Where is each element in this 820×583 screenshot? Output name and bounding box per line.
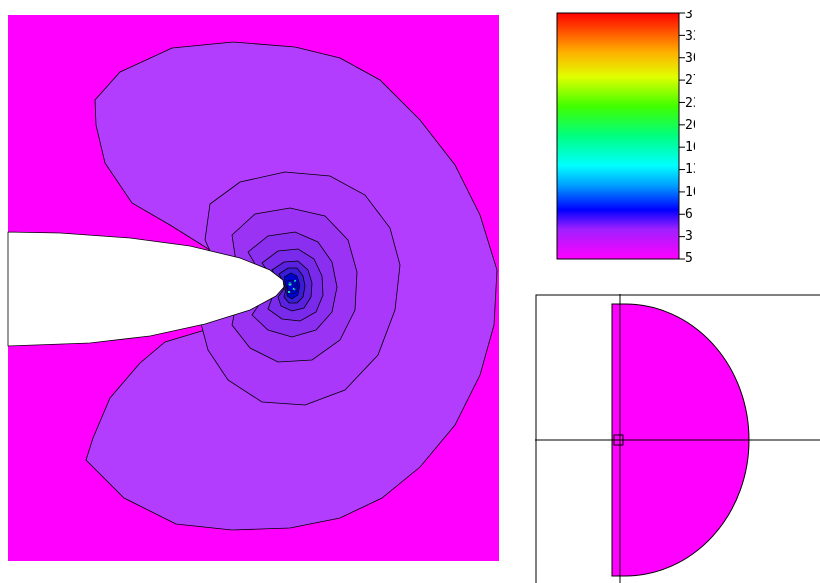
tick-label: 27.0 <box>685 73 695 88</box>
colorbar-tick-labels: 37.1 33.7 30.3 27.0 23.6 20.2 16.9 13.5 … <box>685 10 695 265</box>
tick-label: 30.3 <box>685 51 695 66</box>
contour-plot <box>7 15 499 561</box>
tick-label: 5.73e-3 <box>685 251 695 265</box>
tick-label: 16.9 <box>685 140 695 155</box>
colorbar-scale <box>556 12 680 260</box>
tick-label: 13.5 <box>685 162 695 177</box>
tick-label: 33.7 <box>685 29 695 44</box>
crack-notch <box>7 231 285 347</box>
tick-label: 23.6 <box>685 96 695 111</box>
colorbar-ticks <box>679 12 685 260</box>
inset-frame <box>535 294 820 583</box>
tick-label: 6.75 <box>685 207 695 222</box>
tick-label: 3.38 <box>685 229 695 244</box>
tick-label: 20.2 <box>685 118 695 133</box>
inset-zoom-box <box>613 434 624 446</box>
colorbar: 37.1 33.7 30.3 27.0 23.6 20.2 16.9 13.5 … <box>556 10 695 265</box>
overview-inset <box>535 294 820 583</box>
tick-label: 37.1 <box>685 10 695 22</box>
tick-label: 10.1 <box>685 185 695 200</box>
